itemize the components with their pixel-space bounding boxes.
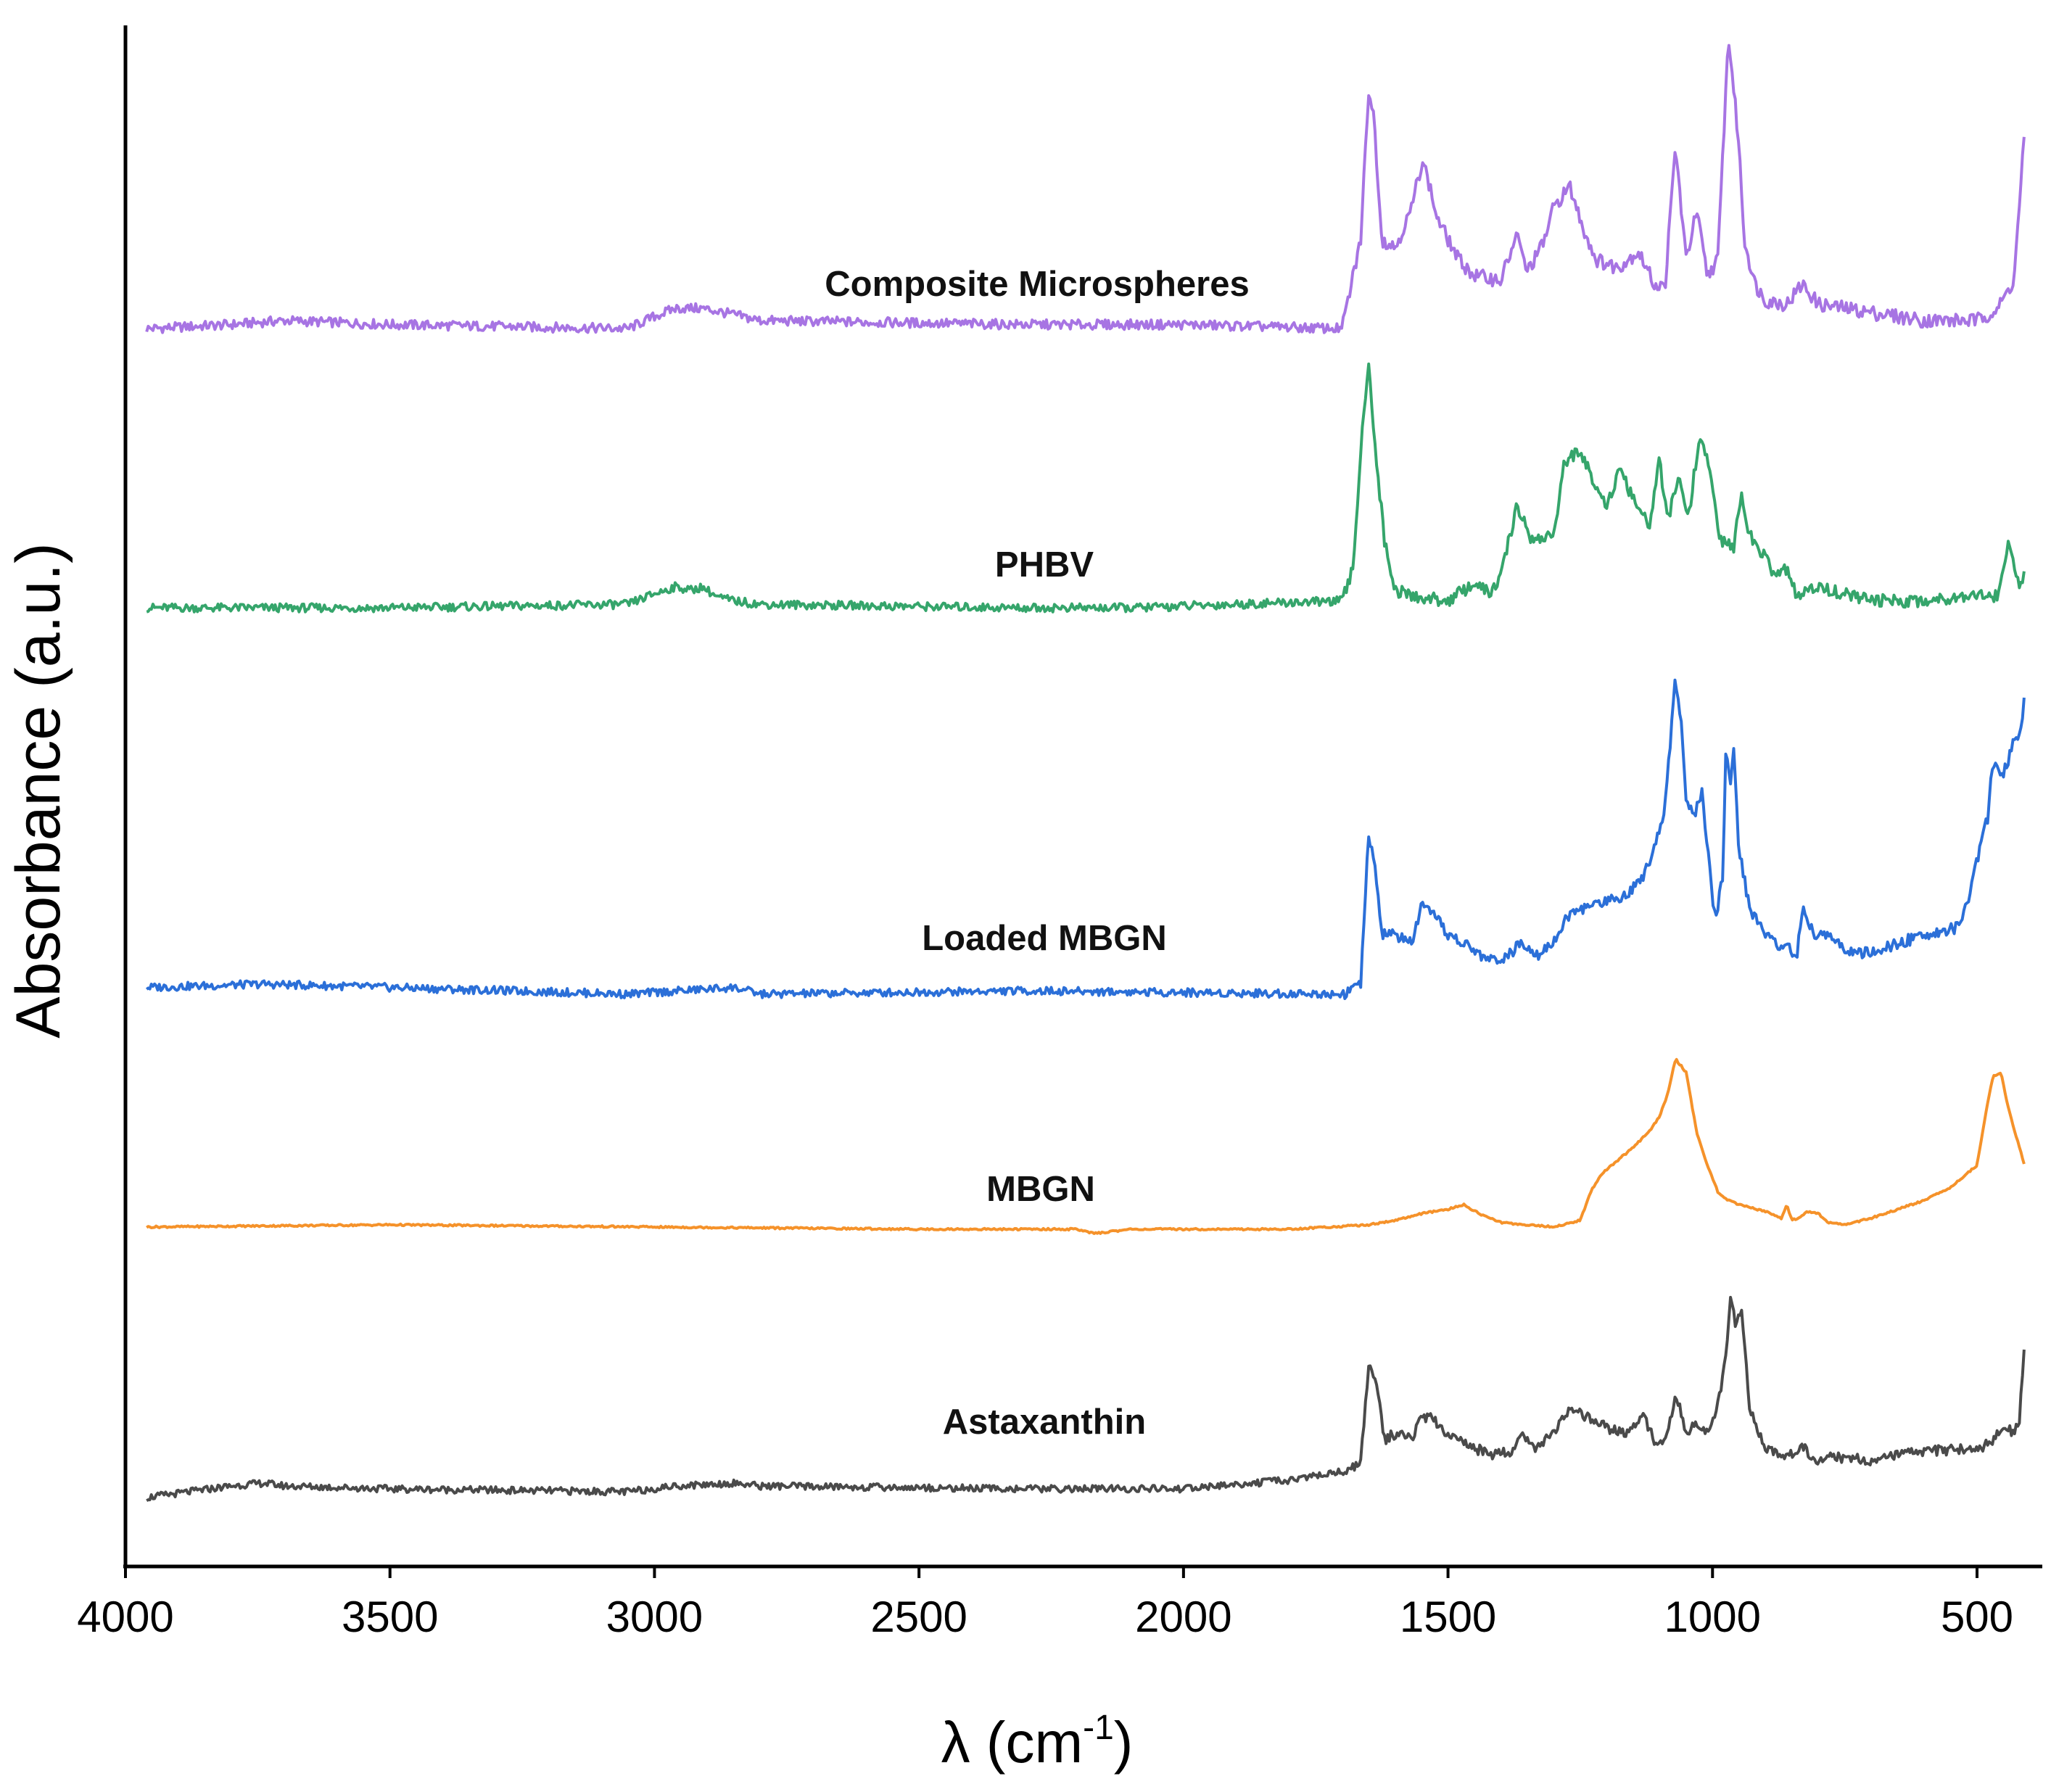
x-tick-label-1000: 1000 bbox=[1664, 1593, 1761, 1641]
series-line-astaxanthin bbox=[146, 1295, 2026, 1503]
x-tick-label-3000: 3000 bbox=[606, 1593, 703, 1641]
series-line-composite-microspheres bbox=[145, 44, 2026, 334]
series-line-mbgn bbox=[146, 1057, 2026, 1235]
series-label-astaxanthin: Astaxanthin bbox=[943, 1403, 1146, 1442]
x-tick-label-4000: 4000 bbox=[77, 1593, 173, 1641]
series-line-loaded-mbgn bbox=[145, 678, 2026, 1000]
x-tick-label-1500: 1500 bbox=[1400, 1593, 1496, 1641]
y-axis-title: Absorbance (a.u.) bbox=[4, 542, 73, 1039]
x-ticks-group: 4000 3500 3000 2500 2000 1500 1000 500 bbox=[77, 1566, 2013, 1641]
series-line-phbv bbox=[146, 362, 2026, 614]
series-label-composite-microspheres: Composite Microspheres bbox=[825, 265, 1249, 304]
x-tick-label-500: 500 bbox=[1941, 1593, 2013, 1641]
series-label-mbgn: MBGN bbox=[986, 1170, 1095, 1209]
x-tick-label-2000: 2000 bbox=[1135, 1593, 1231, 1641]
series-label-loaded-mbgn: Loaded MBGN bbox=[922, 919, 1167, 958]
series-label-phbv: PHBV bbox=[995, 545, 1094, 585]
x-tick-label-3500: 3500 bbox=[342, 1593, 438, 1641]
x-tick-label-2500: 2500 bbox=[870, 1593, 967, 1641]
x-axis-title: λ (cm-1) bbox=[941, 1709, 1134, 1775]
series-labels-group: Composite Microspheres PHBV Loaded MBGN MBG… bbox=[825, 265, 1249, 1442]
series-lines-group bbox=[145, 44, 2026, 1503]
